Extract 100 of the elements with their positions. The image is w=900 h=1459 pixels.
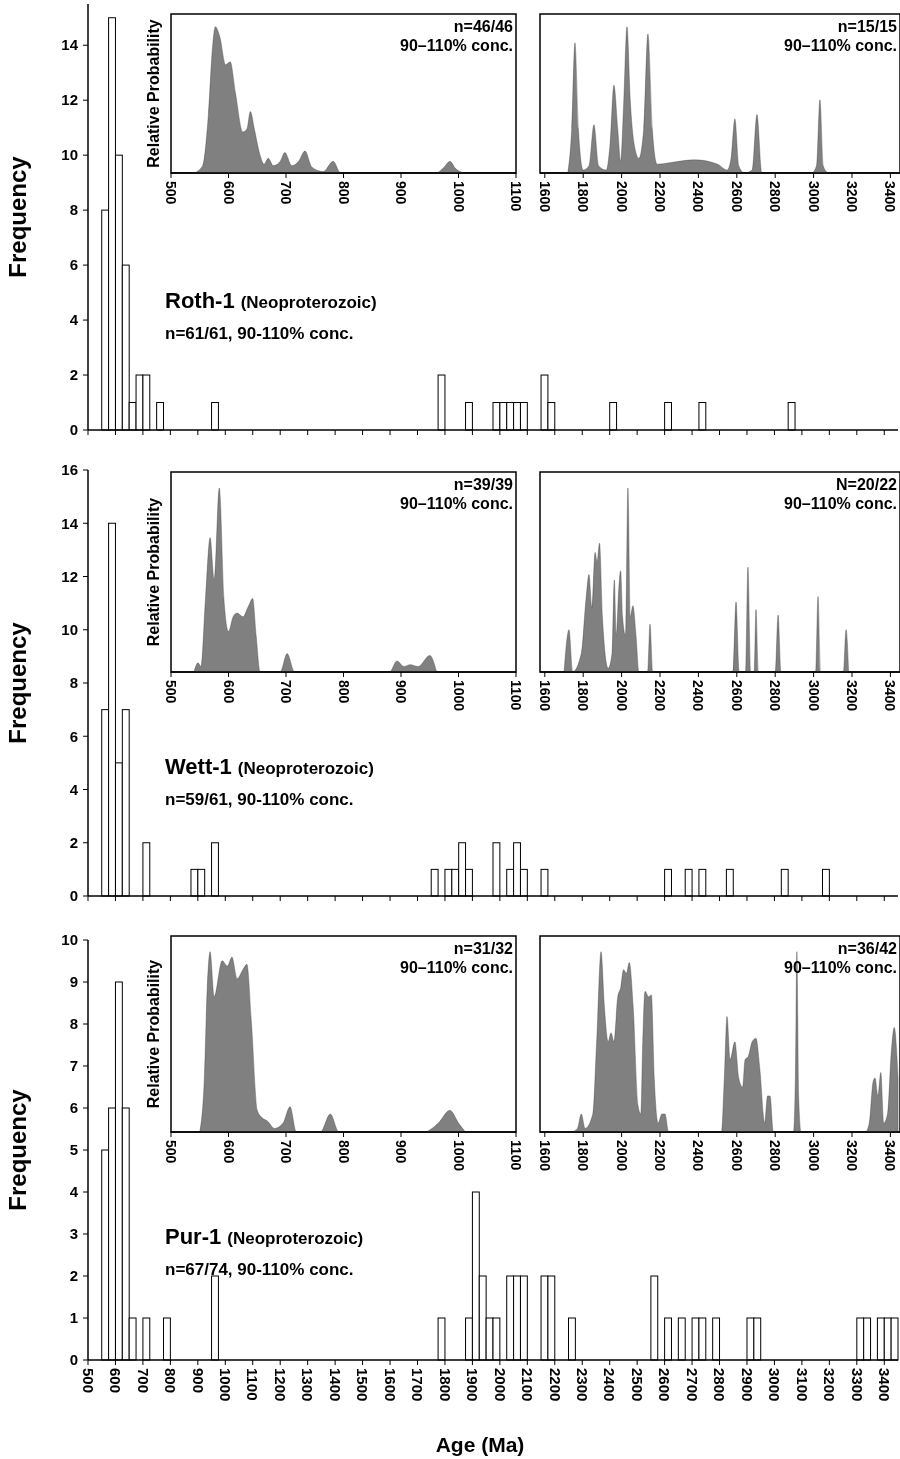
x-tick-label: 2400 <box>690 181 707 213</box>
annotation: 90–110% conc. <box>784 495 897 512</box>
y-tick-label: 10 <box>61 931 78 949</box>
x-tick-label: 1100 <box>508 680 525 711</box>
x-tick-label: 500 <box>163 680 180 704</box>
y-tick-label: 12 <box>61 567 78 585</box>
x-tick-label: 700 <box>278 1140 295 1164</box>
annotation: n=15/15 <box>837 18 898 35</box>
annotation: n=36/42 <box>837 940 898 957</box>
x-tick-label: 1600 <box>536 1140 553 1172</box>
x-tick-label: 1500 <box>354 1368 372 1402</box>
x-tick-label: 1000 <box>450 1140 467 1172</box>
x-tick-label: 3000 <box>805 1140 822 1172</box>
x-tick-label: 500 <box>163 1140 180 1164</box>
x-tick-label: 3200 <box>844 680 861 712</box>
y-tick-label: 4 <box>69 311 79 329</box>
x-tick-label: 600 <box>220 181 237 205</box>
x-tick-label: 1800 <box>575 680 592 712</box>
x-tick-label: 2600 <box>656 1368 674 1402</box>
x-tick-label: 900 <box>393 680 410 704</box>
x-tick-label: 2800 <box>711 1368 729 1402</box>
x-tick-label: 1000 <box>450 181 467 213</box>
x-tick-label: 2000 <box>613 680 630 712</box>
annotation: 90–110% conc. <box>784 959 897 976</box>
x-tick-label: 1600 <box>536 181 553 213</box>
x-tick-label: 3400 <box>882 181 899 213</box>
x-tick-label: 2300 <box>573 1368 591 1402</box>
x-tick-label: 700 <box>278 680 295 704</box>
y-axis-title: Relative Probability <box>145 497 162 647</box>
y-tick-label: 2 <box>69 834 78 851</box>
x-tick-label: 3000 <box>805 181 822 213</box>
x-tick-label: 2100 <box>519 1368 537 1402</box>
x-tick-label: 1700 <box>409 1368 427 1402</box>
x-tick-label: 800 <box>335 680 352 704</box>
x-tick-label: 2800 <box>767 680 784 712</box>
annotation: n=61/61, 90-110% conc. <box>165 324 354 343</box>
y-axis-title: Frequency <box>4 621 31 744</box>
annotation: Wett-1 <box>165 754 232 779</box>
x-tick-label: 500 <box>163 181 180 205</box>
x-tick-label: 600 <box>220 680 237 704</box>
y-tick-label: 3 <box>69 1225 78 1243</box>
x-tick-label: 3400 <box>882 1140 899 1172</box>
x-tick-label: 800 <box>335 181 352 205</box>
x-tick-label: 800 <box>162 1368 180 1394</box>
y-tick-label: 5 <box>69 1141 78 1159</box>
y-tick-label: 6 <box>69 727 78 745</box>
x-tick-label: 600 <box>107 1368 125 1394</box>
annotation: (Neoproterozoic) <box>227 1229 364 1248</box>
y-tick-label: 8 <box>69 674 78 692</box>
x-tick-label: 600 <box>220 1140 237 1164</box>
y-tick-label: 7 <box>69 1057 78 1075</box>
y-tick-label: 8 <box>69 1015 78 1033</box>
x-tick-label: 900 <box>189 1368 207 1394</box>
x-tick-label: 2800 <box>767 1140 784 1172</box>
x-tick-label: 2500 <box>628 1368 646 1402</box>
x-tick-label: 3000 <box>766 1368 784 1402</box>
y-tick-label: 14 <box>61 36 79 54</box>
annotation: 90–110% conc. <box>400 37 513 54</box>
y-tick-label: 0 <box>69 887 78 905</box>
x-axis-title: Age (Ma) <box>435 1433 525 1456</box>
y-axis-title: Frequency <box>4 1088 31 1211</box>
x-tick-label: 1100 <box>244 1368 262 1401</box>
x-tick-label: 2400 <box>690 680 707 712</box>
x-tick-label: 700 <box>278 181 295 205</box>
y-tick-label: 14 <box>61 514 79 532</box>
x-tick-label: 3300 <box>848 1368 866 1402</box>
x-tick-label: 3100 <box>793 1368 811 1402</box>
y-tick-label: 4 <box>69 780 79 798</box>
x-tick-label: 900 <box>393 181 410 205</box>
y-axis-title: Frequency <box>4 155 31 278</box>
x-tick-label: 1600 <box>536 680 553 712</box>
x-tick-label: 2900 <box>738 1368 756 1402</box>
annotation: (Neoproterozoic) <box>237 759 374 778</box>
x-tick-label: 2400 <box>690 1140 707 1172</box>
y-tick-label: 0 <box>69 1351 78 1369</box>
annotation: Pur-1 <box>165 1224 222 1249</box>
x-tick-label: 2600 <box>728 680 745 712</box>
x-tick-label: 1300 <box>299 1368 317 1402</box>
y-tick-label: 12 <box>61 91 78 109</box>
x-tick-label: 800 <box>335 1140 352 1164</box>
y-tick-label: 10 <box>61 621 78 638</box>
x-tick-label: 2600 <box>728 1140 745 1172</box>
x-tick-label: 2000 <box>491 1368 509 1402</box>
x-tick-label: 2200 <box>652 181 669 213</box>
y-axis-title: Relative Probability <box>145 19 162 168</box>
x-tick-label: 3400 <box>882 680 899 712</box>
x-tick-label: 2200 <box>652 1140 669 1172</box>
y-axis-title: Relative Probability <box>145 959 162 1109</box>
annotation: n=39/39 <box>453 476 514 493</box>
annotation: (Neoproterozoic) <box>240 293 377 312</box>
y-tick-label: 10 <box>61 146 78 164</box>
annotation: n=46/46 <box>453 18 514 35</box>
x-tick-label: 2200 <box>546 1368 564 1402</box>
x-tick-label: 1000 <box>217 1368 235 1402</box>
x-tick-label: 2800 <box>767 181 784 213</box>
annotation: 90–110% conc. <box>400 959 513 976</box>
y-tick-label: 9 <box>69 973 78 991</box>
y-tick-label: 4 <box>69 1183 79 1201</box>
annotation: 90–110% conc. <box>784 37 897 54</box>
x-tick-label: 1000 <box>450 680 467 712</box>
